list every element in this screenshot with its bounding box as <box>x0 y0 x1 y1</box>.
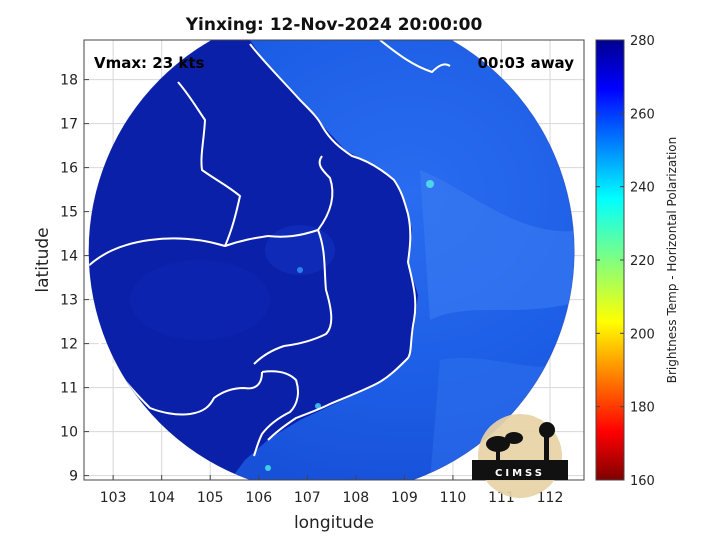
colorbar-tick-label: 180 <box>630 401 655 416</box>
y-axis-label: latitude <box>33 227 53 292</box>
y-tick-label: 10 <box>60 425 78 441</box>
swath-image <box>88 40 575 480</box>
warm-spot <box>426 180 434 188</box>
colorbar-tick-label: 220 <box>630 254 655 269</box>
x-tick-label: 109 <box>391 490 418 506</box>
x-tick-label: 104 <box>148 490 175 506</box>
coastlines <box>84 40 451 457</box>
logo-base <box>472 460 568 480</box>
axes-frame <box>83 39 585 481</box>
mekong-delta <box>253 370 299 457</box>
land-mottle <box>130 260 270 340</box>
y-tick-label: 18 <box>60 73 78 89</box>
x-tick-label: 107 <box>294 490 321 506</box>
time-away-label: 00:03 away <box>478 54 575 72</box>
warm-spot <box>265 465 271 471</box>
logo-tower <box>544 432 549 462</box>
swath-edge <box>88 40 575 480</box>
vmax-label: Vmax: 23 kts <box>94 54 204 72</box>
ocean-streak <box>420 170 575 320</box>
y-tick-label: 15 <box>60 205 78 221</box>
thailand-coast <box>84 315 263 416</box>
x-tick-label: 106 <box>245 490 272 506</box>
map-title: Yinxing: 12-Nov-2024 20:00:00 <box>185 15 483 35</box>
logo-dish-stand <box>496 448 500 462</box>
colorbar-gradient <box>595 39 625 481</box>
warm-spot <box>315 403 321 409</box>
colorbar-tick-label: 260 <box>630 107 655 122</box>
laos-border <box>177 81 241 247</box>
y-tick-label: 12 <box>60 337 78 353</box>
cimss-logo: CIMSS <box>472 414 568 498</box>
vietnam-coastline <box>249 43 417 441</box>
colorbar: 160 180 200 220 240 260 280 Brightness Temp - … <box>595 34 679 489</box>
y-axis-ticks: 9 10 11 12 13 14 15 16 17 18 <box>60 73 89 485</box>
vietnam-west-border <box>317 155 334 231</box>
logo-dish <box>486 436 510 452</box>
warm-spot <box>297 267 303 273</box>
colorbar-tick-label: 200 <box>630 327 655 342</box>
y-tick-label: 16 <box>60 161 78 177</box>
logo-tank <box>539 422 555 438</box>
y-tick-label: 17 <box>60 117 78 133</box>
land-mass <box>88 40 418 480</box>
colorbar-ticks: 160 180 200 220 240 260 280 <box>596 34 655 489</box>
x-tick-label: 108 <box>342 490 369 506</box>
colorbar-label: Brightness Temp - Horizontal Polarizatio… <box>665 137 679 384</box>
colorbar-tick-label: 160 <box>630 474 655 489</box>
coastal-islands <box>379 40 451 73</box>
logo-dish <box>505 432 523 444</box>
x-axis-label: longitude <box>294 513 374 533</box>
map-axes: 103 104 105 106 107 108 109 110 111 112 910111213… <box>33 39 585 533</box>
x-tick-label: 110 <box>440 490 467 506</box>
cambodia-border <box>84 229 333 365</box>
y-tick-label: 14 <box>60 249 78 265</box>
colorbar-tick-label: 280 <box>630 34 655 49</box>
y-tick-label: 11 <box>60 381 78 397</box>
y-tick-label: 9 <box>69 469 78 485</box>
y-tick-label: 13 <box>60 293 78 309</box>
colorbar-tick-label: 240 <box>630 181 655 196</box>
x-tick-label: 112 <box>537 490 564 506</box>
x-tick-label: 103 <box>100 490 127 506</box>
x-tick-label: 105 <box>197 490 224 506</box>
x-axis-ticks: 103 104 105 106 107 108 109 110 111 112 <box>100 475 564 506</box>
logo-text: CIMSS <box>495 468 545 479</box>
